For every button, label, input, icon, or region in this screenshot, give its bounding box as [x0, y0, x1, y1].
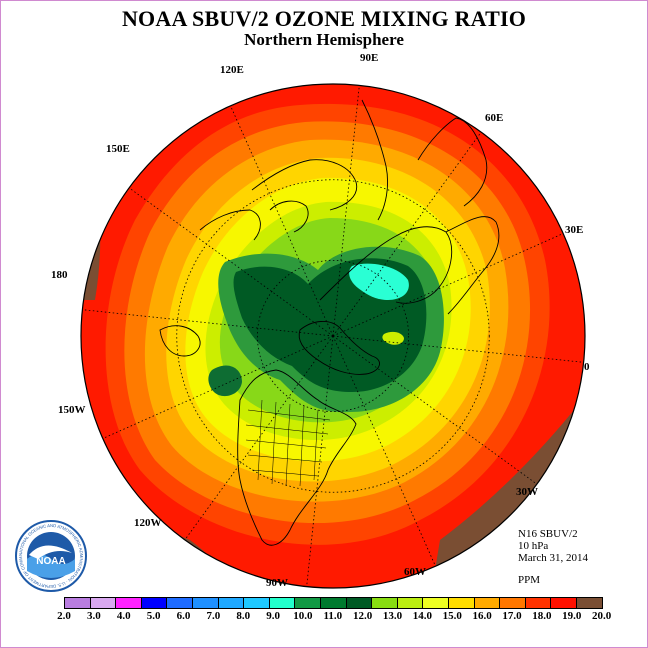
- colorbar-tick-label: 11.0: [323, 610, 343, 622]
- figure-title: NOAA SBUV/2 OZONE MIXING RATIO: [121, 6, 527, 31]
- colorbar-swatch: [500, 598, 526, 608]
- colorbar-tick-label: 2.0: [57, 610, 71, 622]
- coastlines: [159, 99, 500, 546]
- colorbar-swatch: [397, 598, 424, 608]
- colorbar-swatch: [167, 598, 193, 608]
- colorbar-swatch: [192, 598, 219, 608]
- colorbar-swatch: [244, 598, 270, 608]
- graticule: [82, 85, 584, 587]
- colorbar-tick-label: 13.0: [382, 610, 403, 622]
- colorbar-tick-label: 7.0: [206, 610, 221, 622]
- colorbar-tick-label: 17.0: [502, 610, 522, 622]
- units-label: PPM: [518, 574, 541, 586]
- lon-label-30e: 30E: [565, 224, 583, 236]
- ozone-band-13-patch: [382, 331, 404, 345]
- ozone-band-9: [349, 263, 409, 300]
- lon-label-120w: 120W: [134, 517, 162, 529]
- latitude-circle: [256, 259, 409, 412]
- colorbar-tick-label: 14.0: [412, 610, 433, 622]
- colorbar-tick-label: 18.0: [532, 610, 552, 622]
- alaska-coast: [159, 325, 201, 357]
- logo-wave: [27, 554, 75, 578]
- lon-label-30w: 30W: [516, 486, 538, 498]
- noaa-logo: NATIONAL OCEANIC AND ATMOSPHERIC ADMINIS…: [14, 519, 87, 592]
- ozone-band-11-patch: [208, 365, 242, 397]
- lon-label-150e: 150E: [106, 143, 130, 155]
- colorbar-tick-label: 20.0: [591, 610, 612, 622]
- logo-text: NOAA: [36, 556, 65, 567]
- siberia-coast: [319, 226, 453, 304]
- pressure-level-label: 10 hPa: [518, 540, 549, 552]
- north-america-coast: [237, 369, 357, 546]
- latitude-circle: [176, 179, 490, 493]
- colorbar-tick-label: 8.0: [236, 610, 251, 622]
- colorbar-tick-label: 4.0: [116, 610, 131, 622]
- us-state-borders: [245, 399, 331, 487]
- scandinavia-coast: [445, 216, 500, 315]
- east-asia-coast: [251, 159, 358, 211]
- colorbar-tick-label: 5.0: [146, 610, 161, 622]
- state-borders-horizontal: [245, 409, 331, 477]
- state-borders-vertical: [257, 399, 319, 487]
- colorbar-swatch: [141, 598, 168, 608]
- colorbar-swatch: [576, 598, 603, 608]
- japan-coast: [269, 200, 309, 233]
- colorbar-swatch: [320, 598, 347, 608]
- logo-bird: [29, 545, 72, 559]
- lon-label-60w: 60W: [404, 566, 426, 578]
- colorbar-swatch: [474, 598, 501, 608]
- kamchatka-coast: [199, 209, 261, 241]
- lon-label-180: 180: [51, 269, 68, 281]
- colorbar-swatch: [90, 598, 117, 608]
- colorbar-swatch: [372, 598, 398, 608]
- lon-label-90w: 90W: [266, 577, 288, 589]
- lon-label-120e: 120E: [220, 64, 244, 76]
- india-coast: [361, 99, 389, 221]
- colorbar-swatch: [423, 598, 449, 608]
- colorbar-tick-label: 3.0: [86, 610, 101, 622]
- colorbar-swatch: [65, 598, 91, 608]
- colorbar-tick-label: 16.0: [472, 610, 492, 622]
- colorbar-swatch: [551, 598, 577, 608]
- lon-label-150w: 150W: [58, 404, 86, 416]
- lon-label-90e: 90E: [360, 52, 378, 64]
- colorbar-swatch: [218, 598, 245, 608]
- colorbar-labels: 2.0 3.0 4.0 5.0 6.0 7.0 8.0 9.0 10.0 11.0 12.0 13.0…: [0, 610, 648, 624]
- colorbar-swatch: [525, 598, 552, 608]
- map-boundary: [80, 83, 586, 589]
- colorbar-tick-label: 15.0: [442, 610, 462, 622]
- colorbar-swatch: [269, 598, 296, 608]
- instrument-label: N16 SBUV/2: [518, 528, 578, 540]
- greenland-arctic-coast: [298, 321, 380, 375]
- colorbar-tick-label: 9.0: [266, 610, 280, 622]
- colorbar-swatch: [295, 598, 321, 608]
- colorbar-swatch: [346, 598, 373, 608]
- lon-label-0: 0: [584, 361, 590, 373]
- lon-label-60e: 60E: [485, 112, 503, 124]
- colorbar-swatch: [448, 598, 475, 608]
- figure-subtitle: Northern Hemisphere: [244, 30, 404, 49]
- colorbar-tick-label: 12.0: [353, 610, 373, 622]
- date-label: March 31, 2014: [518, 552, 588, 564]
- colorbar-swatch: [116, 598, 142, 608]
- colorbar: [64, 597, 604, 609]
- colorbar-tick-label: 10.0: [293, 610, 313, 622]
- colorbar-tick-label: 19.0: [562, 610, 582, 622]
- colorbar-tick-label: 6.0: [176, 610, 191, 622]
- arabia-coast: [417, 117, 488, 207]
